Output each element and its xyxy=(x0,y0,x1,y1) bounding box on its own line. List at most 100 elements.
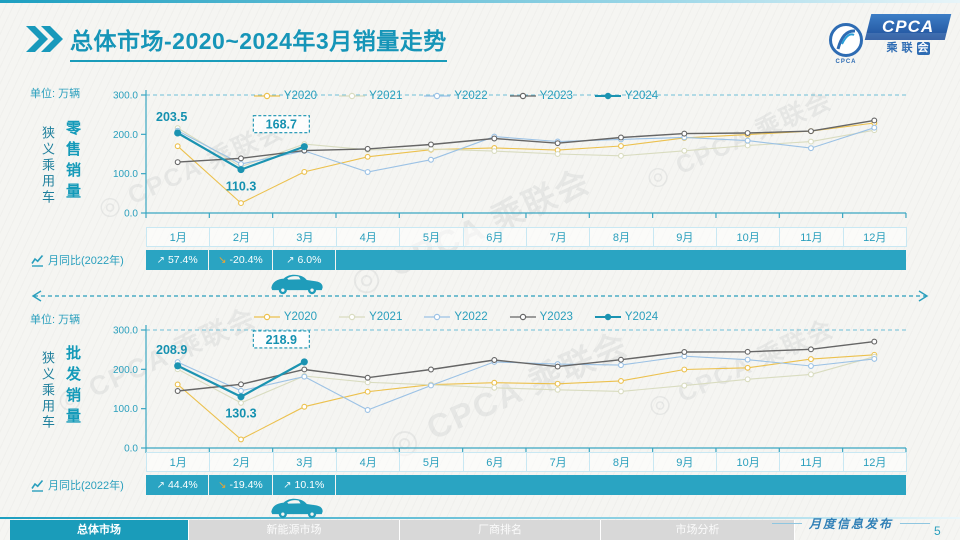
legend-marker xyxy=(424,92,451,100)
yoy-label-text: 月同比(2022年) xyxy=(48,255,124,267)
yoy-cell: ↗ 57.4% xyxy=(146,250,209,270)
retail-line-chart: 300.0 200.0 100.0 0.0 203.5 110.3 168.7 xyxy=(113,90,907,220)
legend-label: Y2020 xyxy=(283,311,318,323)
series-Y2020 xyxy=(174,120,878,207)
section-divider-arrow xyxy=(31,290,929,302)
svg-text:200.0: 200.0 xyxy=(113,365,138,376)
yoy-value: 57.4% xyxy=(167,254,198,266)
page-number: 5 xyxy=(934,524,941,538)
logo-cn-char: 联 xyxy=(901,42,913,54)
arrow-down-icon: ↘ xyxy=(218,254,227,266)
legend-marker xyxy=(594,313,621,321)
series-Y2020 xyxy=(174,351,878,443)
yoy-bar-wholesale: ↗ 44.4% ↘ -19.4% ↗ 10.1% xyxy=(146,475,906,495)
divider xyxy=(772,523,802,524)
month-cell: 7月 xyxy=(525,452,591,472)
publication-label: 月度信息发布 xyxy=(772,515,931,532)
svg-text:100.0: 100.0 xyxy=(113,404,138,415)
svg-text:130.3: 130.3 xyxy=(225,407,256,421)
legend-label: Y2021 xyxy=(369,90,403,102)
svg-text:168.7: 168.7 xyxy=(266,118,297,132)
tab-厂商排名[interactable]: 厂商排名 xyxy=(400,520,601,540)
series-Y2024 xyxy=(174,358,308,401)
month-axis-retail: 1月 2月 3月 4月 5月 6月 7月 8月 9月 10月 11月 12月 xyxy=(146,227,907,247)
month-cell: 7月 xyxy=(525,227,591,247)
yoy-label-wholesale: 月同比(2022年) xyxy=(31,475,124,495)
trend-icon xyxy=(31,479,44,492)
month-cell: 11月 xyxy=(779,227,844,247)
legend-marker xyxy=(253,92,280,100)
cpca-logo-text: CPCA xyxy=(881,17,935,36)
yoy-cell: ↘ -19.4% xyxy=(209,475,272,495)
legend-item-Y2023: Y2023 xyxy=(509,90,573,102)
month-cell: 9月 xyxy=(652,452,717,472)
legend-label: Y2023 xyxy=(539,90,573,102)
legend-item-Y2023: Y2023 xyxy=(509,311,573,323)
legend-item-Y2021: Y2021 xyxy=(339,311,402,323)
yoy-label-retail: 月同比(2022年) xyxy=(31,250,124,270)
legend-retail: Y2020 Y2021 Y2022 Y2023 Y2024 xyxy=(0,89,912,103)
arrow-up-icon: ↗ xyxy=(156,254,165,266)
cpca-logo: CPCA CPCA 乘联会 xyxy=(828,14,952,65)
legend-label: Y2022 xyxy=(454,311,488,323)
yoy-bar-retail: ↗ 57.4% ↘ -20.4% ↗ 6.0% xyxy=(146,250,906,270)
month-cell: 5月 xyxy=(399,227,464,247)
svg-text:110.3: 110.3 xyxy=(226,180,257,194)
month-cell: 12月 xyxy=(842,227,907,247)
tab-新能源市场[interactable]: 新能源市场 xyxy=(189,520,400,540)
annotation-168.7: 168.7 xyxy=(252,115,310,134)
logo-cn-char: 会 xyxy=(916,42,930,55)
month-cell: 8月 xyxy=(589,452,654,472)
arrow-up-icon: ↗ xyxy=(156,479,165,491)
publication-text: 月度信息发布 xyxy=(809,517,894,531)
tab-总体市场[interactable]: 总体市场 xyxy=(10,520,189,540)
month-cell: 11月 xyxy=(779,452,844,472)
svg-text:0.0: 0.0 xyxy=(124,444,138,455)
series-Y2023 xyxy=(174,117,878,166)
month-cell: 4月 xyxy=(335,227,401,247)
yoy-value: 6.0% xyxy=(297,254,322,266)
footer-accent-line xyxy=(0,517,960,519)
legend-item-Y2020: Y2020 xyxy=(253,311,318,323)
month-cell: 5月 xyxy=(399,452,464,472)
legend-item-Y2021: Y2021 xyxy=(339,90,402,102)
yoy-cell: ↗ 6.0% xyxy=(272,250,335,270)
yoy-label-text: 月同比(2022年) xyxy=(48,480,124,492)
legend-marker xyxy=(339,313,366,321)
category-label-retail: 狭义乘用车 xyxy=(40,126,55,206)
annotation-218.9: 218.9 xyxy=(252,330,310,349)
yoy-value: 10.1% xyxy=(294,479,325,491)
month-cell: 8月 xyxy=(589,227,654,247)
cpca-logo-chinese: 乘联会 xyxy=(887,42,930,55)
legend-marker xyxy=(509,92,536,100)
legend-label: Y2024 xyxy=(624,90,659,102)
month-axis-wholesale: 1月 2月 3月 4月 5月 6月 7月 8月 9月 10月 11月 12月 xyxy=(146,452,907,472)
legend-marker xyxy=(253,313,280,321)
trend-icon xyxy=(31,254,44,267)
svg-text:300.0: 300.0 xyxy=(113,326,138,337)
legend-label: Y2022 xyxy=(454,90,488,102)
month-cell: 6月 xyxy=(462,452,527,472)
annotation-110.3: 110.3 xyxy=(226,180,257,194)
cpca-logo-box: CPCA xyxy=(864,14,952,40)
svg-text:200.0: 200.0 xyxy=(113,130,138,141)
legend-label: Y2021 xyxy=(369,311,403,323)
legend-item-Y2020: Y2020 xyxy=(253,90,317,102)
svg-text:0.0: 0.0 xyxy=(124,209,138,220)
annotation-203.5: 203.5 xyxy=(156,110,187,124)
svg-text:300.0: 300.0 xyxy=(113,91,138,102)
yoy-cell: ↘ -20.4% xyxy=(209,250,272,270)
legend-item-Y2022: Y2022 xyxy=(424,311,488,323)
footer-tab-bar: 总体市场 新能源市场 厂商排名 市场分析 xyxy=(10,520,795,540)
metric-label-retail: 零售销量 xyxy=(64,120,81,204)
cpca-logo-subtext: CPCA xyxy=(835,59,857,65)
month-cell: 9月 xyxy=(652,227,717,247)
arrow-down-icon: ↘ xyxy=(218,479,227,491)
legend-item-Y2024: Y2024 xyxy=(594,311,658,323)
tab-市场分析[interactable]: 市场分析 xyxy=(601,520,795,540)
svg-text:208.9: 208.9 xyxy=(156,343,187,357)
yoy-cell: ↗ 10.1% xyxy=(272,475,335,495)
svg-text:218.9: 218.9 xyxy=(266,333,297,347)
month-cell: 6月 xyxy=(462,227,527,247)
month-cell: 3月 xyxy=(272,452,337,472)
